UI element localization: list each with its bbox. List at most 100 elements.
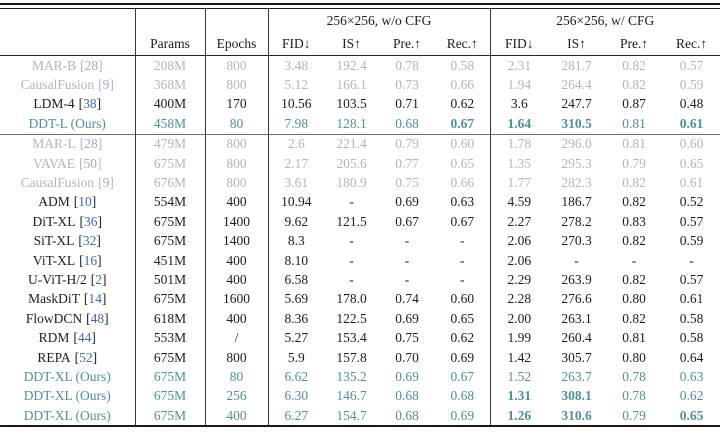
citation-number[interactable]: 50 [83, 155, 98, 171]
metric-value-wo-cfg: 0.69 [395, 310, 419, 326]
citation-number[interactable]: 2 [95, 271, 102, 287]
metric-value-w-cfg: 281.7 [561, 57, 592, 73]
citation-link[interactable]: [9] [98, 175, 114, 191]
metric-value-w-cfg: 0.57 [679, 57, 704, 73]
epochs-value: 400 [205, 270, 269, 290]
model-name: FlowDCN [48] [0, 309, 136, 329]
metric-value-wo-cfg: 0.69 [435, 406, 491, 426]
metric-value-wo-cfg: 0.73 [395, 77, 419, 93]
params-value: 675M [135, 231, 206, 251]
metric-value-wo-cfg: - [349, 271, 354, 287]
params-value: 479M [135, 133, 206, 154]
citation-number[interactable]: 38 [83, 96, 97, 112]
table-row: REPA [52] 675M 800 5.9 157.8 0.70 0.69 1.42 305.7… [0, 347, 720, 368]
metric-value-w-cfg: 0.52 [679, 194, 704, 210]
metric-value-wo-cfg: 0.58 [435, 55, 491, 76]
epochs-value: 400 [205, 250, 269, 271]
column-header-row: Params Epochs FID↓ IS↑ Pre.↑ Rec.↑ FID↓ … [0, 32, 720, 56]
metric-value-w-cfg: 0.65 [679, 155, 704, 171]
epochs-value: 170 [205, 94, 269, 115]
citation-link[interactable]: [32] [78, 233, 101, 249]
model-name: CausalFusion [9] [0, 75, 136, 95]
citation-number[interactable]: 52 [79, 349, 93, 365]
citation-link[interactable]: [50] [79, 155, 102, 171]
metric-value-wo-cfg: 5.27 [284, 330, 309, 346]
citation-link[interactable]: [44] [73, 330, 96, 346]
citation-number[interactable]: 28 [84, 136, 98, 152]
group-header-row: 256×256, w/o CFG 256×256, w/ CFG [0, 9, 720, 32]
metric-value-wo-cfg: 0.68 [395, 115, 419, 131]
citation-link[interactable]: [38] [78, 96, 102, 112]
citation-link[interactable]: [9] [98, 77, 114, 93]
metric-value-wo-cfg: 6.27 [284, 407, 309, 423]
table-row: U-ViT-H/2 [2] 501M 400 6.58- - -2.29 263.9 0.82 0… [0, 270, 720, 290]
epochs-value: 1400 [205, 212, 269, 232]
params-value: 368M [135, 75, 206, 95]
metric-value-w-cfg: 276.6 [561, 291, 592, 307]
citation-link[interactable]: [36] [79, 213, 103, 229]
citation-link[interactable]: [10] [73, 194, 97, 210]
paper-table-page: 256×256, w/o CFG 256×256, w/ CFG Params … [0, 3, 720, 428]
metric-value-w-cfg: 0.83 [622, 213, 646, 229]
citation-link[interactable]: [28] [79, 136, 103, 152]
col-header-pre-w: Pre.↑ [605, 32, 664, 56]
params-value: 675M [135, 386, 206, 407]
metric-value-wo-cfg: 0.69 [395, 194, 419, 210]
citation-number[interactable]: 9 [102, 175, 110, 191]
citation-link[interactable]: [16] [79, 252, 102, 268]
col-header-pre-wo: Pre.↑ [379, 32, 435, 56]
citation-number[interactable]: 28 [84, 57, 99, 73]
metric-value-w-cfg: 260.4 [561, 330, 592, 346]
params-col-header: Params [135, 32, 206, 56]
params-value: 675M [135, 367, 206, 387]
citation-link[interactable]: [14] [83, 291, 107, 307]
epochs-value: 80 [205, 114, 269, 135]
metric-value-wo-cfg: 0.74 [395, 291, 419, 307]
epochs-value: 800 [205, 173, 269, 193]
metric-value-w-cfg: - [631, 252, 637, 268]
metric-value-w-cfg: 0.81 [622, 330, 646, 346]
epochs-value: 800 [205, 153, 269, 174]
metric-value-w-cfg: 0.81 [605, 133, 664, 154]
metric-value-wo-cfg: 0.77 [395, 155, 419, 171]
metric-value-wo-cfg: 0.75 [395, 175, 419, 191]
citation-number[interactable]: 44 [77, 330, 92, 346]
metric-value-w-cfg: 0.59 [679, 77, 704, 93]
top-rule-thick [0, 3, 720, 5]
metric-value-w-cfg: 4.59 [507, 194, 532, 210]
metric-value-w-cfg: 0.65 [679, 407, 704, 423]
params-value: 675M [135, 212, 206, 232]
citation-number[interactable]: 10 [78, 194, 92, 210]
metric-value-w-cfg: 0.81 [622, 115, 646, 131]
metric-value-wo-cfg: 0.62 [435, 328, 491, 348]
metric-value-w-cfg: 0.60 [663, 133, 720, 154]
params-value: 400M [135, 94, 206, 115]
metric-value-w-cfg: 247.7 [561, 96, 592, 112]
citation-link[interactable]: [2] [90, 271, 107, 287]
citation-number[interactable]: 16 [83, 252, 98, 268]
model-name: DDT-L (Ours) [0, 114, 136, 135]
citation-number[interactable]: 9 [102, 77, 110, 93]
citation-number[interactable]: 14 [88, 291, 102, 307]
metric-value-wo-cfg: 0.69 [435, 347, 491, 368]
metric-value-wo-cfg: 8.3 [287, 233, 305, 249]
table-row: CausalFusion [9] 368M 800 5.12 166.1 0.73 0.66 1… [0, 75, 720, 95]
metric-value-wo-cfg: 0.65 [435, 309, 491, 329]
citation-link[interactable]: [52] [74, 349, 98, 365]
citation-number[interactable]: 48 [90, 310, 105, 326]
table-row: ViT-XL [16] 451M 400 8.10- - -2.06- - - [0, 250, 720, 271]
metric-value-wo-cfg: - [349, 252, 354, 268]
metric-value-wo-cfg: - [404, 252, 410, 268]
metric-value-w-cfg: 0.82 [622, 233, 646, 249]
metric-value-w-cfg: 0.48 [679, 96, 704, 112]
citation-link[interactable]: [48] [86, 310, 109, 326]
citation-link[interactable]: [28] [80, 57, 103, 73]
metric-value-wo-cfg: - [349, 194, 354, 210]
epochs-value: 400 [205, 192, 269, 213]
citation-number[interactable]: 32 [82, 233, 97, 249]
metric-value-wo-cfg: 6.58 [284, 271, 309, 287]
metric-value-w-cfg: 3.6 [510, 96, 528, 112]
citation-number[interactable]: 36 [84, 213, 98, 229]
table-row: VAVAE [50] 675M 800 2.17 205.6 0.77 0.65 1.35 295… [0, 153, 720, 174]
metric-value-w-cfg: 0.58 [679, 310, 704, 326]
